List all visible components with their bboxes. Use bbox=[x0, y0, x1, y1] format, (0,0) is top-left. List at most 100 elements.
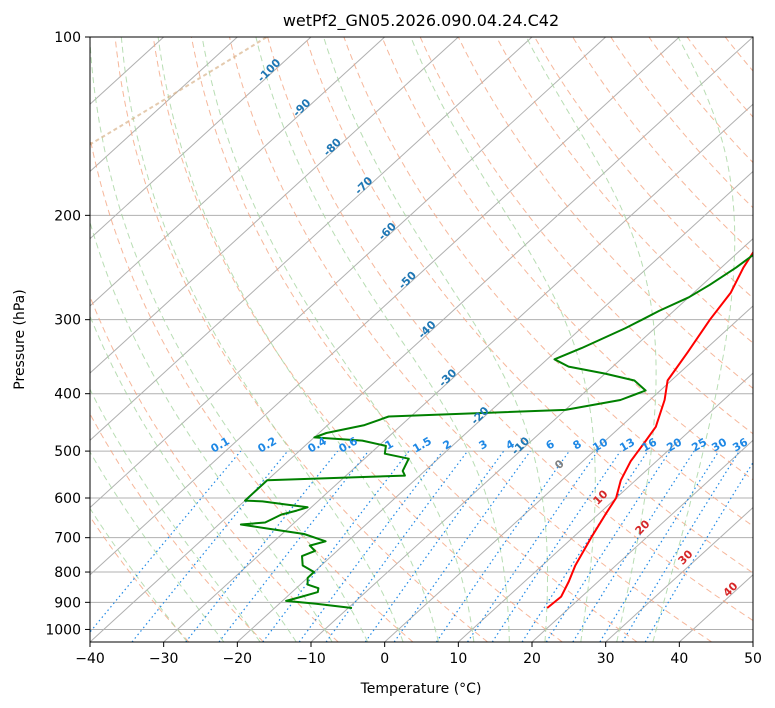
isotherm-line bbox=[90, 37, 312, 240]
wet-bulb-label: 30 bbox=[676, 547, 696, 567]
mixing-ratio-line bbox=[364, 450, 505, 642]
y-tick-label: 500 bbox=[54, 444, 81, 460]
isotherm-line bbox=[90, 37, 753, 642]
isotherm-label: -20 bbox=[468, 404, 491, 427]
isotherm-label: -50 bbox=[396, 269, 419, 292]
mixing-ratio-line bbox=[90, 450, 242, 633]
x-tick-label: 50 bbox=[744, 651, 762, 667]
mixing-ratio-line bbox=[467, 450, 599, 642]
mixing-ratio-label: 0.6 bbox=[337, 434, 361, 455]
isotherm-line bbox=[90, 37, 459, 374]
isotherm-line bbox=[90, 37, 386, 307]
y-tick-label: 200 bbox=[54, 208, 81, 224]
dry-adiabat bbox=[381, 37, 753, 481]
mixing-ratio-line bbox=[491, 450, 621, 642]
dry-adiabat bbox=[419, 37, 753, 435]
mixing-ratio-line bbox=[131, 450, 289, 642]
moist-adiabat bbox=[323, 37, 548, 642]
moist-adiabat bbox=[90, 37, 369, 642]
mixing-ratio-label: 0.2 bbox=[256, 434, 279, 455]
moist-adiabat bbox=[255, 37, 510, 642]
mixing-ratio-line bbox=[545, 450, 671, 642]
isotherm-line bbox=[752, 641, 753, 642]
dry-adiabat bbox=[114, 37, 488, 642]
isotherm-label: -70 bbox=[352, 174, 375, 197]
dry-adiabat bbox=[190, 37, 638, 642]
mixing-ratio-line bbox=[185, 450, 339, 642]
isotherm-line bbox=[90, 37, 238, 173]
x-tick-label: 30 bbox=[597, 651, 615, 667]
mixing-ratio-label: 6 bbox=[544, 437, 557, 452]
mixing-ratio-line bbox=[262, 450, 410, 642]
x-tick-label: 10 bbox=[449, 651, 467, 667]
wet-bulb-label: 40 bbox=[721, 579, 741, 599]
dry-adiabat bbox=[90, 295, 339, 642]
mixing-ratio-line bbox=[435, 450, 570, 642]
isotherm-label: -100 bbox=[255, 56, 284, 85]
y-axis: 100 200 300 400 500 600 700 800 900 1000 bbox=[45, 30, 90, 638]
isotherm-label: -30 bbox=[436, 366, 459, 389]
y-tick-label: 900 bbox=[54, 595, 81, 611]
dry-adiabat bbox=[572, 37, 753, 254]
moist-adiabat bbox=[201, 37, 475, 642]
x-axis-title: Temperature (°C) bbox=[360, 681, 482, 697]
mixing-ratio-label: 0.1 bbox=[209, 434, 232, 455]
chart-title: wetPf2_GN05.2026.090.04.24.C42 bbox=[283, 11, 559, 31]
y-tick-label: 400 bbox=[54, 387, 81, 403]
mixing-ratio-line bbox=[644, 461, 753, 642]
mixing-ratio-line bbox=[621, 450, 740, 642]
dry-adiabat bbox=[152, 37, 563, 642]
y-axis-title: Pressure (hPa) bbox=[12, 289, 28, 389]
dry-adiabat bbox=[495, 37, 753, 344]
isotherm-label: -40 bbox=[415, 318, 438, 341]
dry-adiabat bbox=[724, 37, 753, 72]
moist-adiabat bbox=[90, 220, 333, 642]
isotherm-line bbox=[90, 37, 533, 442]
dry-adiabat bbox=[90, 412, 264, 642]
wet-bulb-label: 10 bbox=[591, 487, 611, 507]
isotherm-line bbox=[310, 237, 753, 642]
grid-layer bbox=[90, 37, 753, 642]
x-tick-label: 0 bbox=[380, 651, 389, 667]
isotherm-line bbox=[90, 37, 607, 509]
moist-adiabat bbox=[652, 37, 736, 642]
dry-adiabat bbox=[267, 37, 753, 622]
mixing-ratio-line bbox=[521, 450, 649, 642]
y-tick-label: 800 bbox=[54, 565, 81, 581]
dry-adiabat bbox=[686, 37, 753, 118]
y-tick-label: 300 bbox=[54, 313, 81, 329]
mixing-ratio-label: 3 bbox=[477, 437, 490, 452]
moist-adiabat bbox=[120, 37, 404, 642]
isotherm-label: -80 bbox=[321, 135, 344, 158]
y-tick-label: 100 bbox=[54, 30, 81, 46]
y-tick-label: 600 bbox=[54, 491, 81, 507]
moist-adiabat bbox=[410, 37, 596, 642]
dry-adiabat bbox=[457, 37, 753, 389]
moist-adiabat bbox=[90, 507, 188, 642]
moist-adiabat bbox=[525, 37, 657, 642]
x-tick-label: 40 bbox=[670, 651, 688, 667]
dry-adiabat bbox=[648, 37, 753, 164]
mixing-ratio-line bbox=[599, 450, 720, 642]
mixing-ratio-line bbox=[298, 450, 444, 642]
isotherm-line bbox=[531, 439, 753, 642]
x-axis: −40 −30 −20 −10 0 10 20 30 40 50 bbox=[75, 642, 762, 667]
x-tick-label: −20 bbox=[223, 651, 253, 667]
label-layer: -100-90-80-70-60-50-40-30-20-100.1 0.2 0.4… bbox=[209, 56, 751, 600]
isotherm-line bbox=[236, 170, 753, 642]
isotherm-label: -60 bbox=[376, 220, 399, 243]
mixing-ratio-line bbox=[393, 450, 531, 642]
edge-curve bbox=[90, 37, 268, 146]
isotherm-line bbox=[605, 506, 753, 642]
x-tick-label: 20 bbox=[523, 651, 541, 667]
dry-adiabat bbox=[90, 135, 414, 642]
y-tick-label: 700 bbox=[54, 531, 81, 547]
isotherm-line bbox=[457, 372, 753, 642]
dry-adiabat bbox=[534, 37, 753, 299]
plot-frame bbox=[89, 36, 754, 643]
x-tick-label: −30 bbox=[149, 651, 179, 667]
dry-adiabat bbox=[229, 37, 712, 642]
moist-adiabat bbox=[157, 37, 439, 642]
isotherm-line bbox=[384, 305, 753, 642]
